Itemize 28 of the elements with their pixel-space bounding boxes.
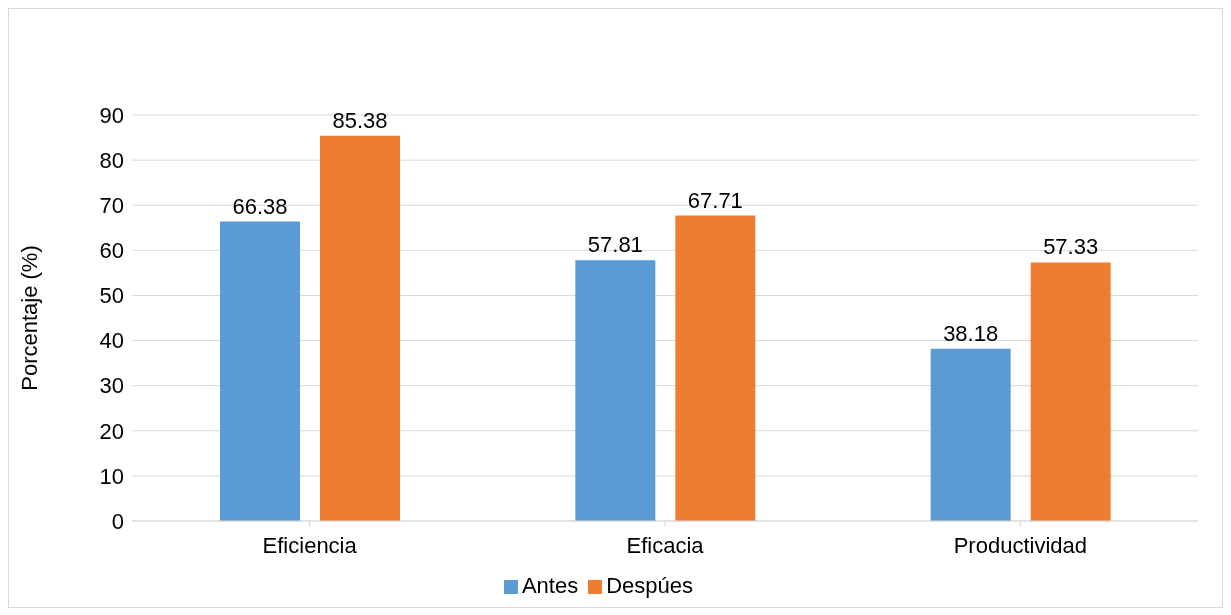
bar xyxy=(220,221,300,521)
y-tick-label: 80 xyxy=(99,147,124,173)
data-label: 66.38 xyxy=(232,193,288,219)
y-tick-label: 10 xyxy=(99,463,124,489)
data-label: 38.18 xyxy=(943,320,999,346)
data-label: 57.81 xyxy=(587,232,643,258)
data-label: 57.33 xyxy=(1043,234,1099,260)
y-tick-label: 30 xyxy=(99,373,124,399)
y-tick-label: 50 xyxy=(99,283,124,309)
bar xyxy=(930,348,1011,521)
y-tick-label: 70 xyxy=(99,193,124,219)
y-tick-label: 90 xyxy=(99,102,124,128)
x-tick-label: Eficacia xyxy=(626,532,705,558)
data-label: 67.71 xyxy=(687,187,743,213)
x-tick-label: Productividad xyxy=(953,532,1087,558)
bar xyxy=(320,135,400,521)
y-axis-title: Porcentaje (%) xyxy=(16,245,42,391)
legend-label: Antes xyxy=(521,573,579,598)
x-tick-label: Eficiencia xyxy=(262,532,358,558)
bar xyxy=(1030,262,1111,521)
bar xyxy=(575,260,656,521)
y-tick-label: 60 xyxy=(99,238,124,264)
y-tick-label: 20 xyxy=(99,418,124,444)
legend-label: Despúes xyxy=(606,573,694,598)
bar xyxy=(675,215,756,521)
data-label: 85.38 xyxy=(332,107,388,133)
y-tick-label: 40 xyxy=(99,328,124,354)
y-tick-label: 0 xyxy=(111,508,124,534)
